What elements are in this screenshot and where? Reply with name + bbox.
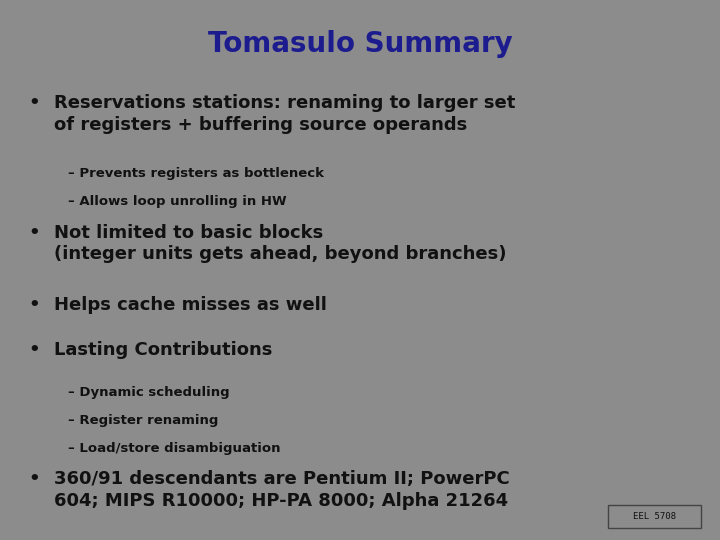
Text: •: • [29,341,40,359]
Text: EEL 5708: EEL 5708 [633,512,676,521]
Text: Lasting Contributions: Lasting Contributions [54,341,272,359]
Text: – Register renaming: – Register renaming [68,414,219,427]
Text: Reservations stations: renaming to larger set
of registers + buffering source op: Reservations stations: renaming to large… [54,94,516,134]
Text: 360/91 descendants are Pentium II; PowerPC
604; MIPS R10000; HP-PA 8000; Alpha 2: 360/91 descendants are Pentium II; Power… [54,470,510,510]
Text: – Prevents registers as bottleneck: – Prevents registers as bottleneck [68,167,325,180]
Text: – Load/store disambiguation: – Load/store disambiguation [68,442,281,455]
Text: •: • [29,470,40,488]
Text: •: • [29,94,40,112]
Text: Tomasulo Summary: Tomasulo Summary [207,30,513,58]
Text: Helps cache misses as well: Helps cache misses as well [54,296,327,314]
Text: – Dynamic scheduling: – Dynamic scheduling [68,386,230,399]
Text: •: • [29,296,40,314]
Bar [608,505,701,528]
Text: Not limited to basic blocks
(integer units gets ahead, beyond branches): Not limited to basic blocks (integer uni… [54,224,506,263]
Text: •: • [29,224,40,241]
Text: – Allows loop unrolling in HW: – Allows loop unrolling in HW [68,195,287,208]
